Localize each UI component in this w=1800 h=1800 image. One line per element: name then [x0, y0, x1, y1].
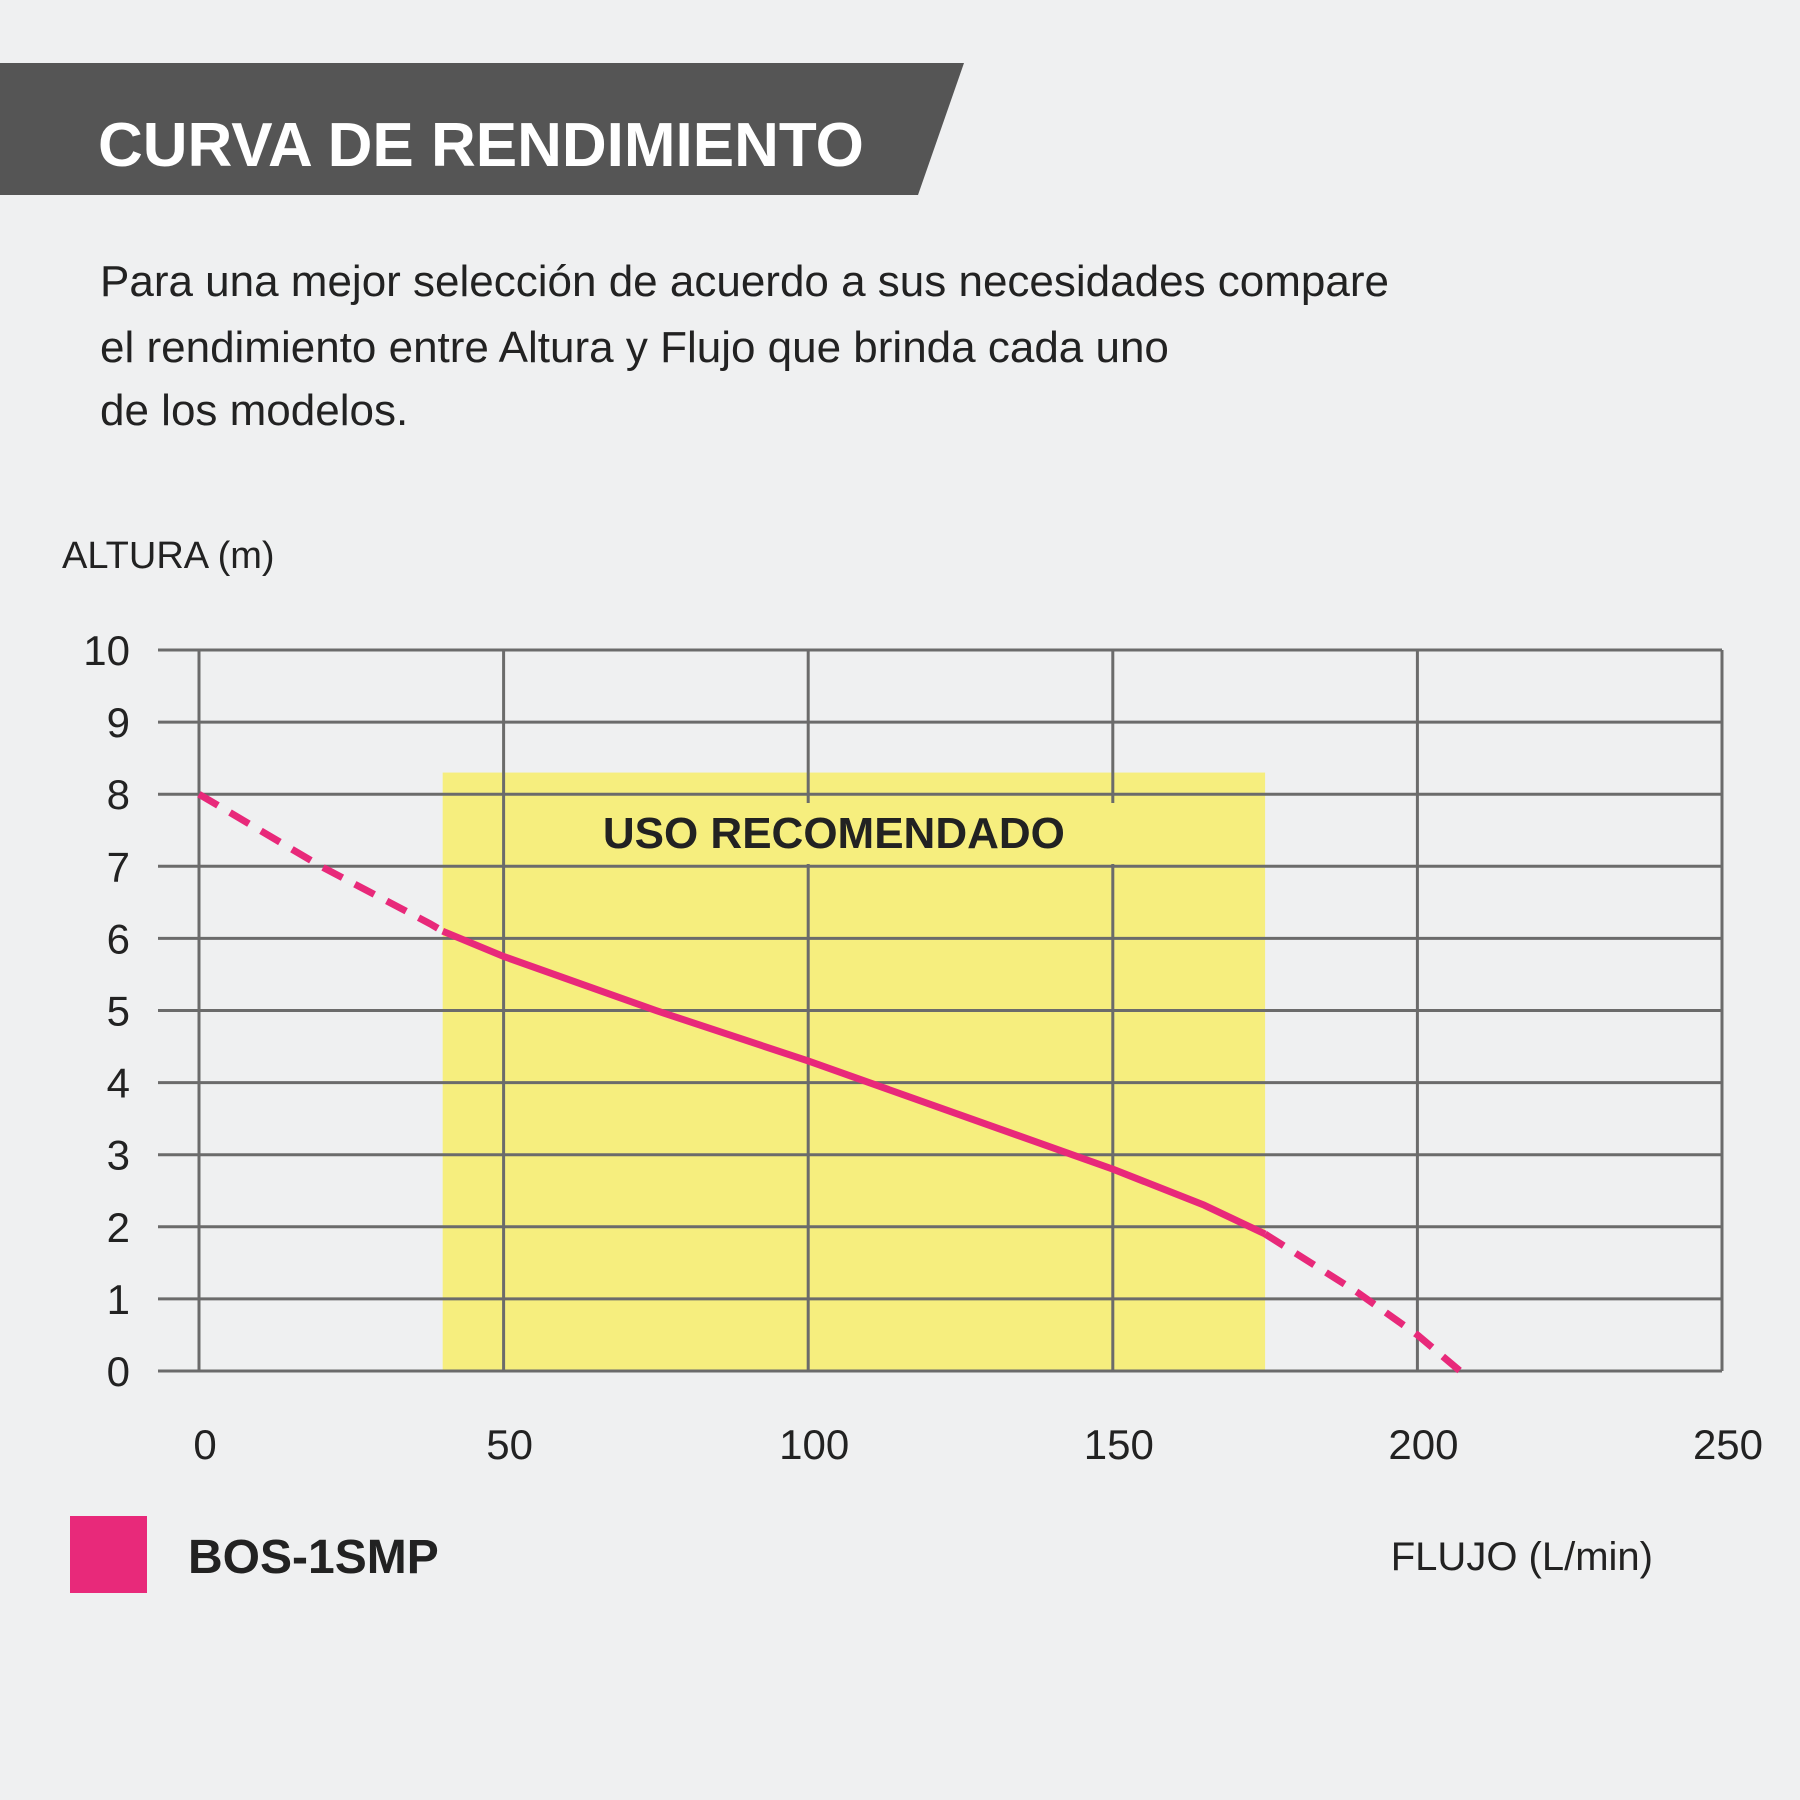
y-tick-label: 3	[107, 1132, 130, 1179]
y-tick-label: 0	[107, 1348, 130, 1395]
description-line: el rendimiento entre Altura y Flujo que …	[100, 323, 1169, 372]
series-line	[441, 927, 1267, 1238]
y-tick-label: 10	[83, 627, 130, 674]
legend-swatch	[70, 1516, 147, 1593]
x-tick-label: 100	[779, 1421, 849, 1468]
legend-label: BOS-1SMP	[188, 1531, 439, 1584]
x-tick-label: 150	[1084, 1421, 1154, 1468]
recommended-zone-label: USO RECOMENDADO	[603, 809, 1065, 858]
x-tick-label: 200	[1388, 1421, 1458, 1468]
y-tick-label: 8	[107, 771, 130, 818]
y-tick-label: 4	[107, 1060, 130, 1107]
y-tick-label: 9	[107, 699, 130, 746]
description-line: de los modelos.	[100, 386, 408, 435]
description-line: Para una mejor selección de acuerdo a su…	[100, 257, 1389, 306]
chart-title: CURVA DE RENDIMIENTO	[98, 111, 864, 180]
y-tick-label: 5	[107, 988, 130, 1035]
x-tick-label: 0	[193, 1421, 216, 1468]
y-tick-label: 1	[107, 1276, 130, 1323]
y-axis-label: ALTURA (m)	[62, 535, 275, 577]
x-tick-label: 250	[1693, 1421, 1763, 1468]
series-line	[197, 791, 445, 935]
y-tick-label: 2	[107, 1204, 130, 1251]
y-tick-label: 6	[107, 915, 130, 962]
x-tick-label: 50	[486, 1421, 533, 1468]
series-line	[1263, 1231, 1463, 1374]
y-tick-label: 7	[107, 843, 130, 890]
label-backing	[512, 803, 1155, 864]
x-axis-label: FLUJO (L/min)	[1391, 1535, 1653, 1579]
recommended-zone	[442, 772, 1266, 1371]
title-banner	[0, 63, 964, 195]
